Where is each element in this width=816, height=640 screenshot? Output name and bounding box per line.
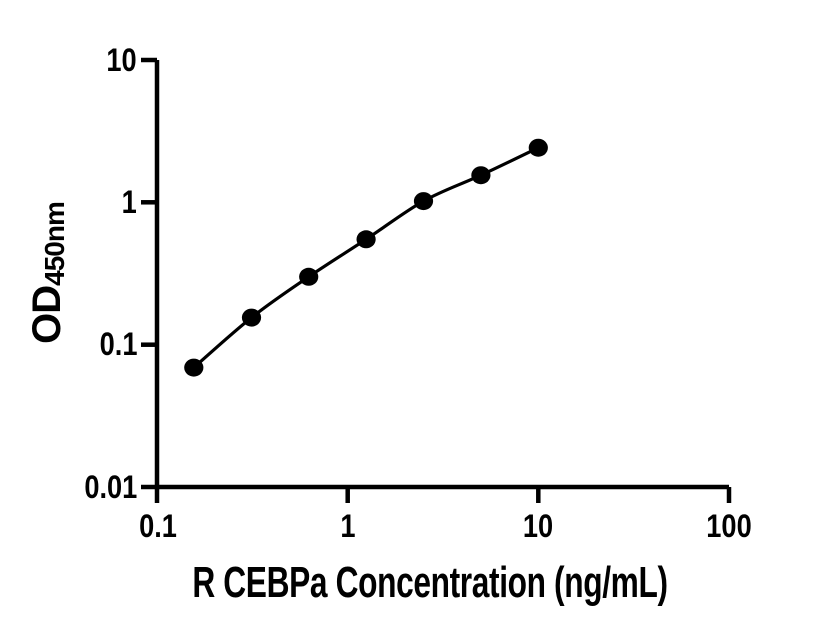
- x-axis-ticks: [154, 487, 732, 503]
- x-tick-label-0.1: 0.1: [139, 508, 177, 544]
- data-point: [184, 358, 204, 377]
- y-axis-title-subscript: 450nm: [39, 202, 70, 286]
- data-point: [356, 230, 376, 249]
- data-point: [241, 308, 262, 327]
- axis-spines: [154, 60, 729, 490]
- data-point: [471, 166, 491, 185]
- y-tick-label-10: 10: [106, 42, 137, 78]
- y-tick-label-0.01: 0.01: [84, 469, 137, 505]
- y-tick-label-0.1: 0.1: [99, 326, 137, 362]
- y-axis-title-main: OD: [25, 285, 69, 344]
- data-point: [528, 138, 548, 157]
- x-tick-label-100: 100: [706, 508, 752, 544]
- y-axis-title: OD450nm: [25, 202, 70, 344]
- x-tick-label-10: 10: [522, 508, 554, 544]
- y-axis-ticks: [141, 57, 157, 490]
- data-points: [184, 138, 548, 377]
- x-axis-title: R CEBPa Concentration (ng/mL): [192, 558, 668, 607]
- y-tick-label-1: 1: [121, 184, 137, 220]
- data-point: [413, 192, 434, 211]
- data-point: [299, 267, 319, 286]
- x-tick-label-1: 1: [340, 508, 356, 544]
